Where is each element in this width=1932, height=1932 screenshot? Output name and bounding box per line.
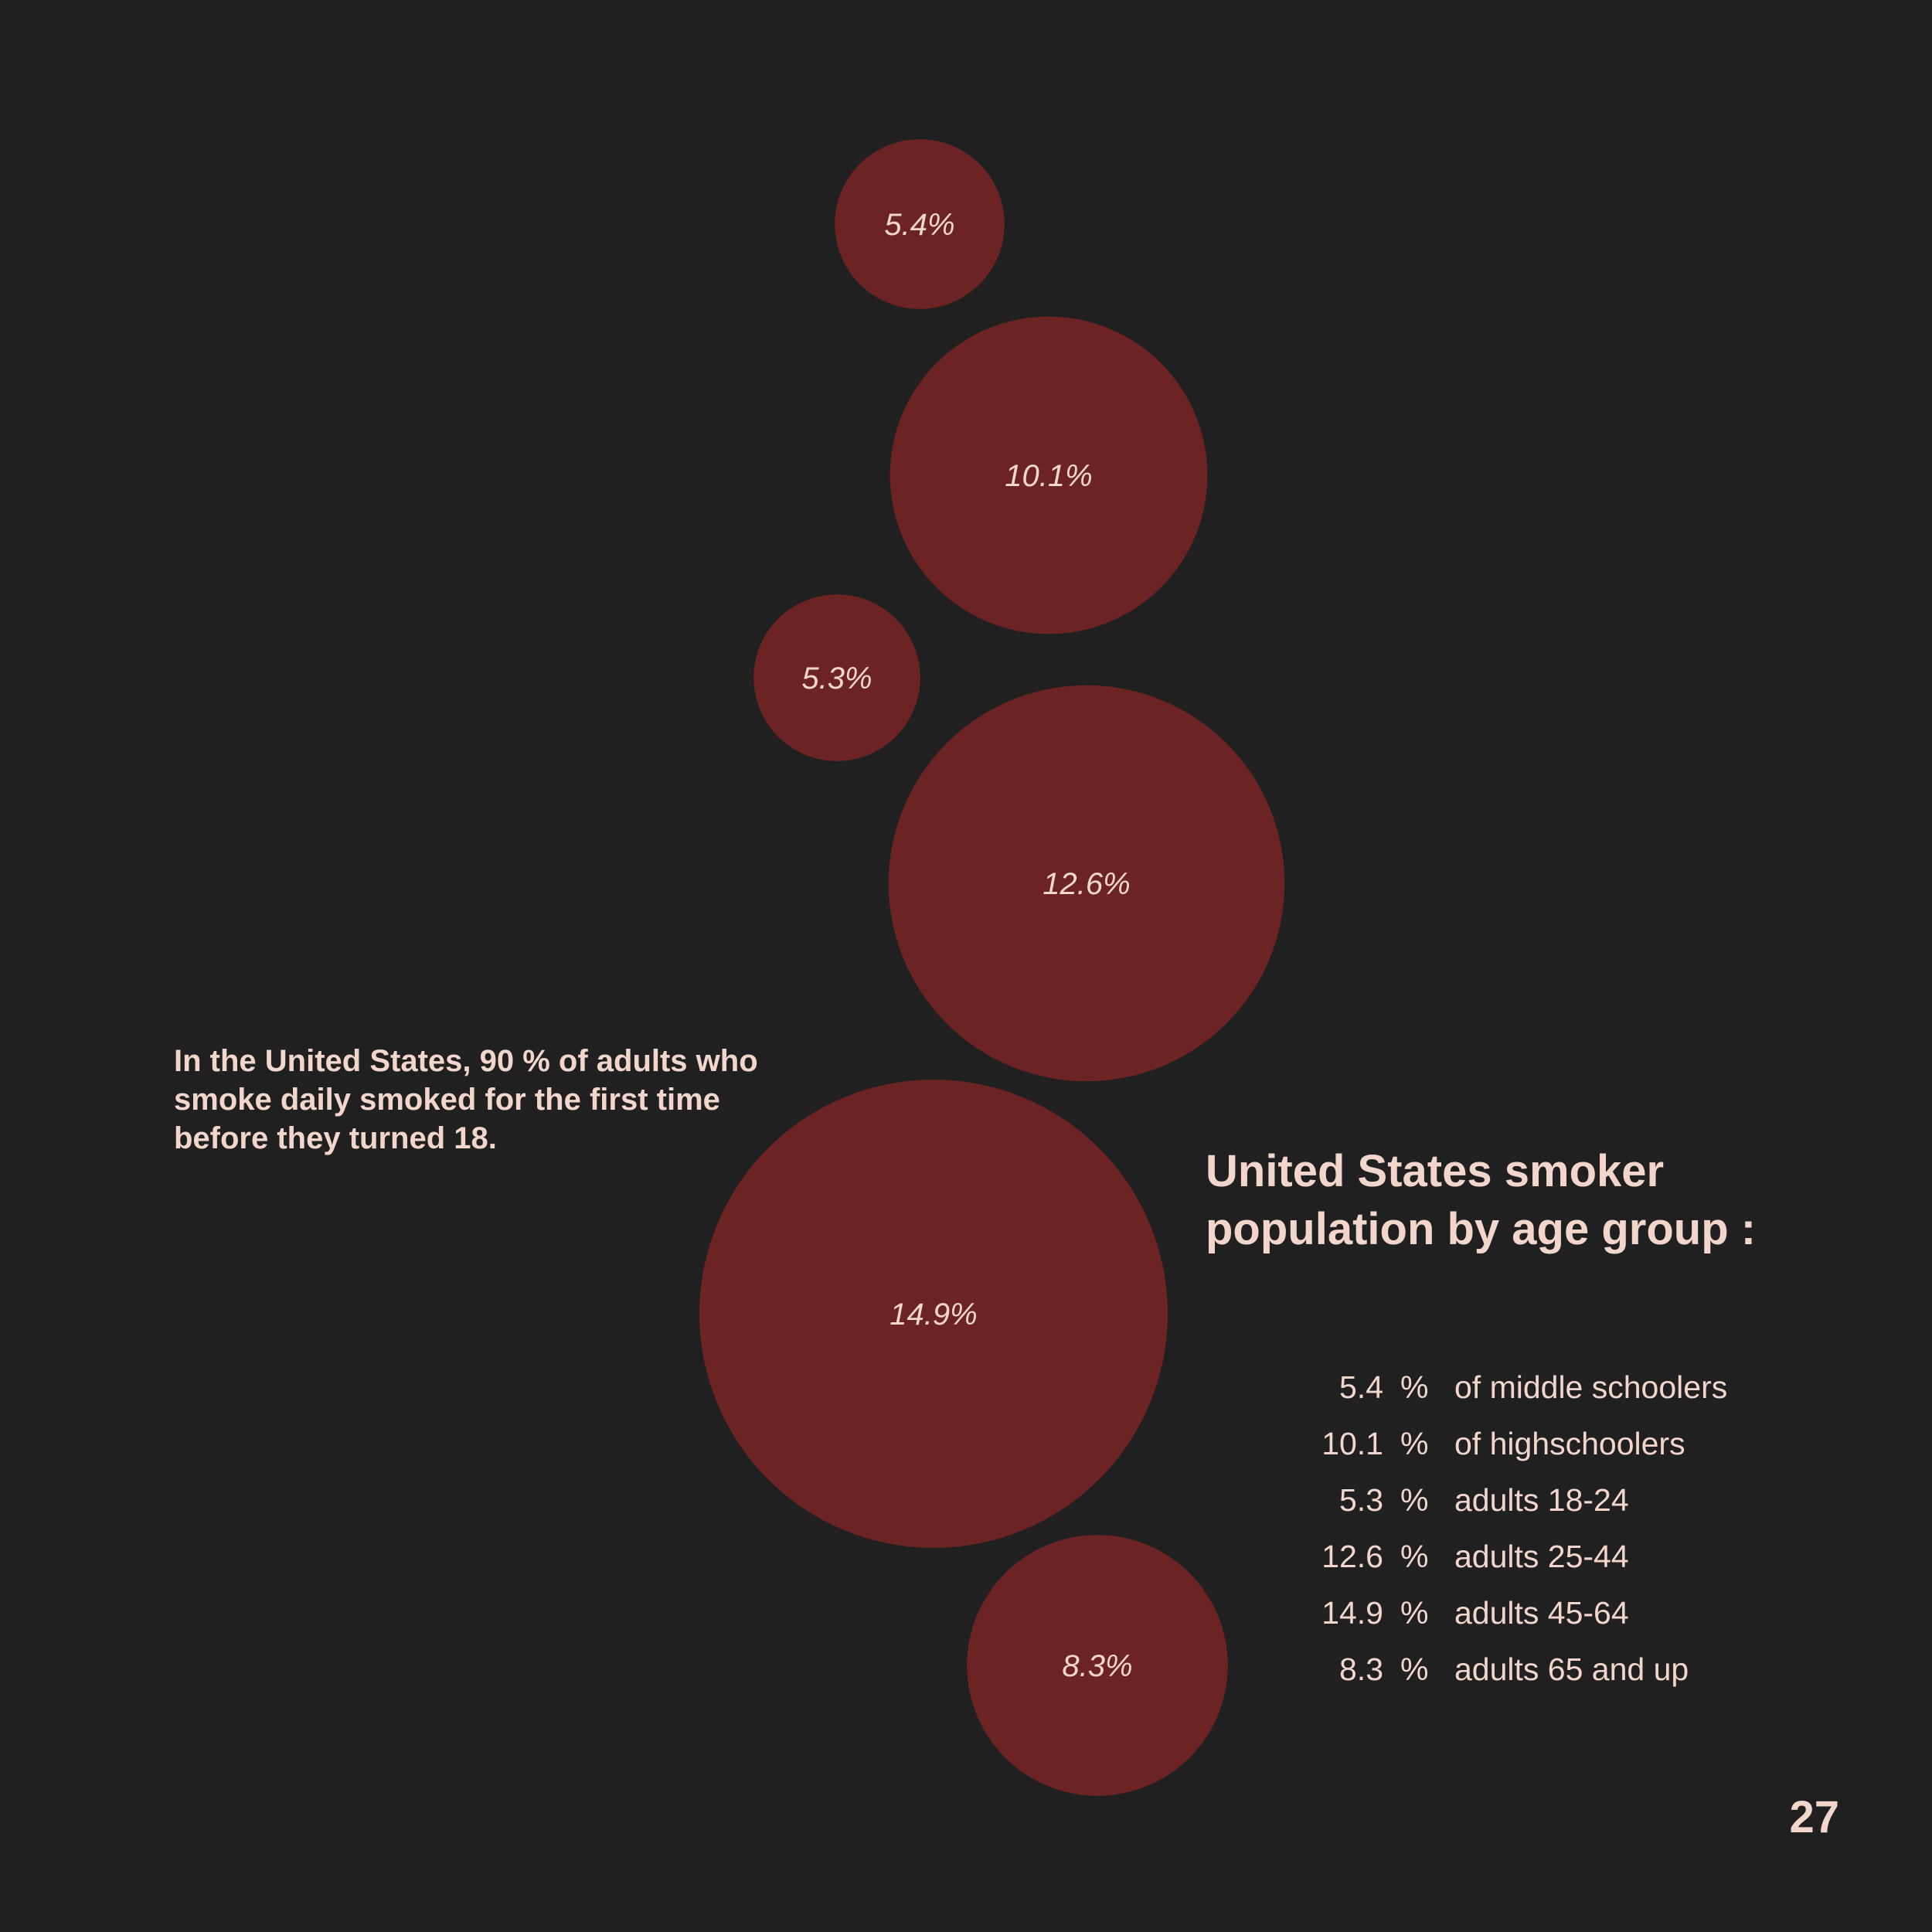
bubble-label-highschoolers: 10.1% [1005,459,1092,493]
bubble-adults-18-24 [753,594,920,761]
bubble-highschoolers [889,316,1208,634]
legend-label: adults 45-64 [1454,1595,1629,1631]
legend-row-middle-schoolers: 5.4 % of middle schoolers [1283,1368,1824,1424]
legend-value: 10.1 [1321,1426,1383,1461]
legend-unit: % [1400,1595,1429,1631]
legend-unit: % [1400,1426,1429,1461]
legend-row-adults-25-44: 12.6 % adults 25-44 [1283,1537,1824,1594]
legend-unit: % [1400,1539,1429,1574]
legend-value: 5.3 [1339,1482,1383,1518]
legend-row-highschoolers: 10.1 % of highschoolers [1283,1424,1824,1481]
bubble-label-adults-45-64: 14.9% [889,1298,977,1332]
bubble-adults-65-up [967,1535,1228,1796]
legend-unit: % [1400,1482,1429,1518]
bubble-label-adults-25-44: 12.6% [1043,867,1130,901]
legend-label: adults 25-44 [1454,1539,1629,1574]
legend-value: 8.3 [1339,1651,1383,1687]
legend-row-adults-45-64: 14.9 % adults 45-64 [1283,1594,1824,1650]
legend-unit: % [1400,1369,1429,1405]
legend-row-adults-18-24: 5.3 % adults 18-24 [1283,1481,1824,1537]
legend-value: 14.9 [1321,1595,1383,1631]
legend-value: 12.6 [1321,1539,1383,1574]
chart-title: United States smoker population by age g… [1206,1146,1757,1254]
legend-value: 5.4 [1339,1369,1383,1405]
bubble-label-adults-18-24: 5.3% [801,662,872,696]
legend-label: of highschoolers [1454,1426,1685,1461]
bubble-label-middle-schoolers: 5.4% [884,208,954,242]
legend-row-adults-65-up: 8.3 % adults 65 and up [1283,1650,1824,1706]
legend-label: adults 18-24 [1454,1482,1629,1518]
bubble-middle-schoolers [835,139,1005,309]
legend-unit: % [1400,1651,1429,1687]
legend-label: of middle schoolers [1454,1369,1728,1405]
legend-label: adults 65 and up [1454,1651,1689,1687]
legend: 5.4 % of middle schoolers 10.1 % of high… [1283,1368,1824,1706]
page-number: 27 [1789,1792,1839,1842]
bubble-adults-25-44 [888,685,1285,1082]
bubble-label-adults-65-up: 8.3% [1062,1649,1132,1683]
bubble-adults-45-64 [699,1080,1168,1548]
intro-text: In the United States, 90 % of adults who… [174,1044,758,1155]
